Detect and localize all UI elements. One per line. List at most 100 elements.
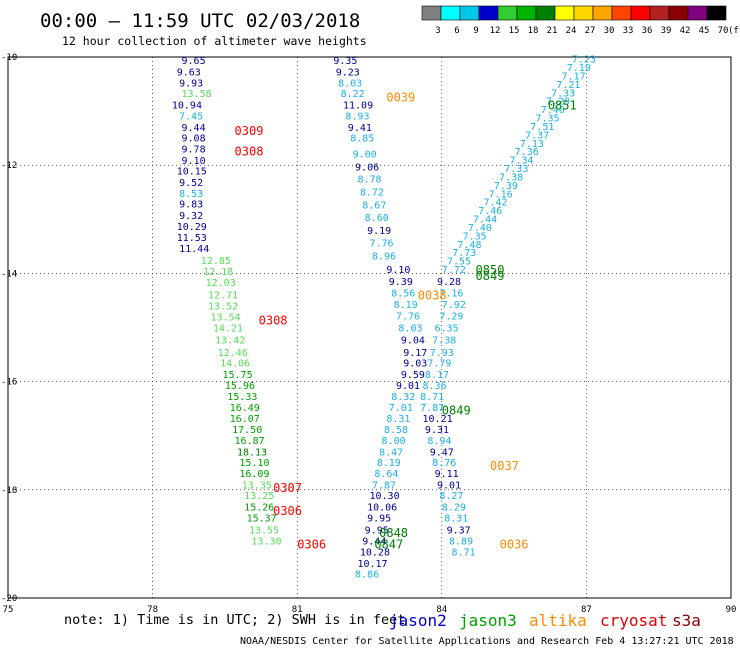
wave-height-value: 8.47 (379, 447, 403, 458)
wave-height-value: 8.31 (444, 513, 468, 524)
wave-height-value: 13.35 (242, 480, 272, 491)
wave-height-value: 9.06 (355, 162, 379, 173)
wave-height-value: 8.29 (442, 503, 466, 514)
legend-label: 15 (509, 26, 520, 36)
pass-time-label: 0306 (273, 504, 302, 518)
wave-height-value: 7.16 (439, 288, 463, 299)
wave-height-value: 15.10 (239, 458, 269, 469)
legend-swatch (554, 5, 575, 21)
legend-label: 45 (699, 26, 710, 36)
footer-note: note: 1) Time is in UTC; 2) SWH is in fe… (64, 612, 405, 628)
x-tick-label: 75 (3, 605, 14, 615)
wave-height-value: 7.42 (483, 198, 507, 209)
wave-height-value: 8.72 (360, 188, 384, 199)
wave-height-value: 12.71 (208, 290, 238, 301)
wave-height-value: 8.19 (377, 458, 401, 469)
wave-height-value: 7.45 (179, 111, 203, 122)
wave-height-value: 13.52 (208, 301, 238, 312)
satellite-label: cryosat (600, 611, 667, 630)
legend-unit: (ft) (728, 26, 740, 36)
wave-height-value: 9.01 (437, 480, 461, 491)
wave-height-value: 9.65 (182, 56, 206, 67)
wave-height-value: 7.79 (427, 359, 451, 370)
wave-height-value: 9.59 (401, 370, 425, 381)
wave-height-value: 9.52 (179, 178, 203, 189)
wave-height-value: 9.41 (348, 123, 372, 134)
satellite-legend: jason2 jason3 altika cryosat s3a (389, 611, 701, 630)
satellite-label: jason2 (389, 611, 447, 630)
wave-height-value: 8.93 (345, 111, 369, 122)
y-tick-label: -16 (1, 378, 17, 388)
y-tick-label: -14 (1, 269, 17, 279)
wave-height-value: 7.23 (572, 55, 596, 66)
wave-height-value: 13.58 (182, 89, 212, 100)
wave-height-value: 9.37 (447, 525, 471, 536)
wave-height-value: 14.21 (213, 324, 243, 335)
wave-height-value: 11.09 (343, 101, 373, 112)
wave-height-value: 7.87 (372, 480, 396, 491)
wave-height-value: 12.85 (201, 256, 231, 267)
wave-height-value: 9.28 (437, 277, 461, 288)
wave-height-value: 7.73 (452, 248, 476, 259)
wave-height-value: 13.42 (215, 335, 245, 346)
wave-height-points: 9.659.639.9313.5810.947.459.449.089.789.… (172, 55, 596, 581)
wave-height-value: 9.31 (425, 425, 449, 436)
wave-height-value: 16.09 (239, 469, 269, 480)
plot-area: 75 78 81 84 87 90-10-12-14-16-18-20 9.659.639… (1, 53, 736, 615)
wave-height-value: 8.58 (384, 425, 408, 436)
wave-height-value: 17.50 (232, 425, 262, 436)
pass-time-label: 0847 (374, 537, 403, 551)
wave-height-value: 6.35 (435, 324, 459, 335)
pass-time-label: 0036 (500, 537, 529, 551)
pass-time-label: 0038 (418, 288, 447, 302)
legend-swatch (611, 5, 632, 21)
legend-swatch (630, 5, 651, 21)
wave-height-value: 9.39 (389, 277, 413, 288)
map-subtitle: 12 hour collection of altimeter wave hei… (62, 34, 367, 48)
wave-height-value: 8.71 (451, 547, 475, 558)
plot-frame (7, 56, 732, 599)
legend-label: 33 (623, 26, 634, 36)
y-tick-label: -20 (1, 594, 17, 604)
wave-height-value: 7.46 (478, 206, 502, 217)
pass-time-label: 0309 (235, 124, 264, 138)
wave-height-value: 9.32 (179, 211, 203, 222)
wave-height-value: 10.17 (357, 559, 387, 570)
wave-height-value: 9.95 (365, 525, 389, 536)
x-tick-label: 84 (436, 605, 447, 615)
wave-height-value: 7.51 (530, 122, 554, 133)
wave-height-value: 8.86 (355, 570, 379, 581)
wave-height-value: 12.18 (203, 267, 233, 278)
wave-height-value: 7.17 (562, 71, 586, 82)
satellite-label: jason3 (459, 611, 517, 630)
wave-height-value: 8.78 (357, 175, 381, 186)
wave-height-value: 8.71 (420, 392, 444, 403)
pass-time-label: 0851 (548, 99, 577, 113)
wave-height-value: 8.67 (362, 201, 386, 212)
wave-height-value: 9.19 (367, 226, 391, 237)
pass-time-label: 0849 (476, 269, 505, 283)
map-title: 00:00 – 11:59 UTC 02/03/2018 (40, 10, 360, 32)
wave-height-value: 7.37 (525, 130, 549, 141)
legend-swatch (573, 5, 594, 21)
wave-height-value: 14.06 (220, 359, 250, 370)
wave-height-value: 8.94 (427, 436, 451, 447)
pass-time-label: 0848 (379, 526, 408, 540)
wave-height-value: 9.08 (182, 134, 206, 145)
wave-height-value: 10.30 (370, 491, 400, 502)
wave-height-value: 8.56 (391, 288, 415, 299)
wave-height-value: 8.00 (382, 436, 406, 447)
wave-height-value: 10.94 (172, 101, 202, 112)
wave-height-value: 10.15 (177, 167, 207, 178)
wave-height-value: 7.48 (457, 240, 481, 251)
wave-height-value: 7.87 (420, 403, 444, 414)
pass-time-labels: 0309 0308 0308 0307 0306 0306 0039 0038 0037 0036… (235, 90, 577, 551)
wave-height-value: 7.38 (499, 172, 523, 183)
wave-height-value: 10.28 (360, 547, 390, 558)
legend-label: 39 (661, 26, 672, 36)
wave-height-value: 15.37 (247, 513, 277, 524)
wave-height-value: 13.25 (244, 491, 274, 502)
wave-height-value: 9.11 (435, 469, 459, 480)
wave-height-value: 9.44 (362, 537, 386, 548)
